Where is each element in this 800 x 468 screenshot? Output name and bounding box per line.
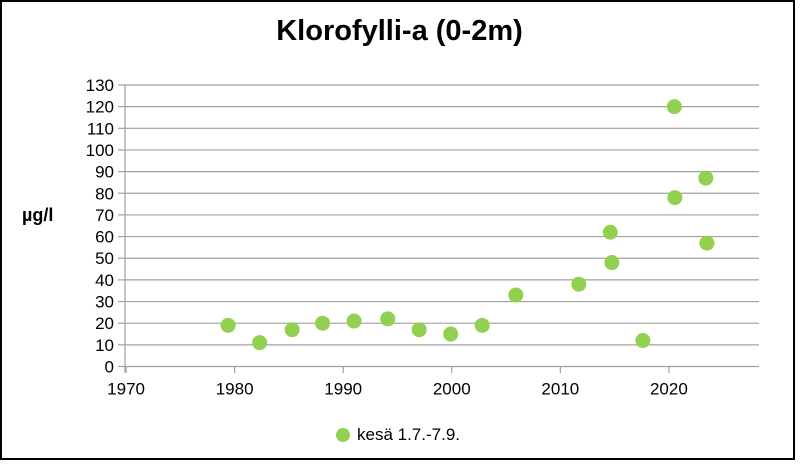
y-tick-label: 80 [95, 184, 114, 203]
y-tick-label: 20 [95, 314, 114, 333]
data-point [380, 311, 396, 327]
x-tick-label: 1990 [324, 380, 362, 399]
y-tick-label: 40 [95, 271, 114, 290]
data-point [474, 317, 490, 333]
data-point [698, 170, 714, 186]
data-point [602, 224, 618, 240]
x-tick-label: 1970 [107, 380, 145, 399]
data-point [411, 322, 427, 338]
chart-title: Klorofylli-a (0-2m) [276, 15, 523, 47]
data-point [699, 235, 715, 251]
data-point [284, 322, 300, 338]
y-tick-label: 120 [86, 98, 114, 117]
data-point [635, 333, 651, 349]
data-point [220, 317, 236, 333]
x-tick-label: 1980 [216, 380, 254, 399]
chart-frame: Klorofylli-a (0-2m) µg/l 0 10 20 30 40 50 60 70… [0, 0, 795, 460]
legend: kesä 1.7.-7.9. [336, 425, 460, 445]
data-point [346, 313, 362, 329]
y-tick-label: 0 [105, 358, 114, 377]
y-tick-label: 70 [95, 206, 114, 225]
data-point [252, 335, 268, 351]
data-point [667, 190, 683, 206]
y-tick-label: 30 [95, 293, 114, 312]
y-tick-label: 60 [95, 228, 114, 247]
data-point [508, 287, 524, 303]
y-tick-label: 130 [86, 76, 114, 95]
data-point [666, 99, 682, 115]
x-tick-label: 2010 [541, 380, 579, 399]
y-axis-label: µg/l [22, 205, 54, 225]
x-tick-label: 2020 [650, 380, 688, 399]
data-point [443, 326, 459, 342]
legend-marker-icon [336, 428, 350, 442]
data-point [604, 255, 620, 271]
x-tick-label: 2000 [433, 380, 471, 399]
y-tick-label: 100 [86, 141, 114, 160]
y-tick-label: 10 [95, 336, 114, 355]
data-point [315, 315, 331, 331]
y-tick-label: 50 [95, 249, 114, 268]
data-point [571, 276, 587, 292]
y-tick-label: 110 [87, 119, 114, 138]
y-tick-label: 90 [95, 163, 114, 182]
legend-label: kesä 1.7.-7.9. [357, 425, 461, 444]
